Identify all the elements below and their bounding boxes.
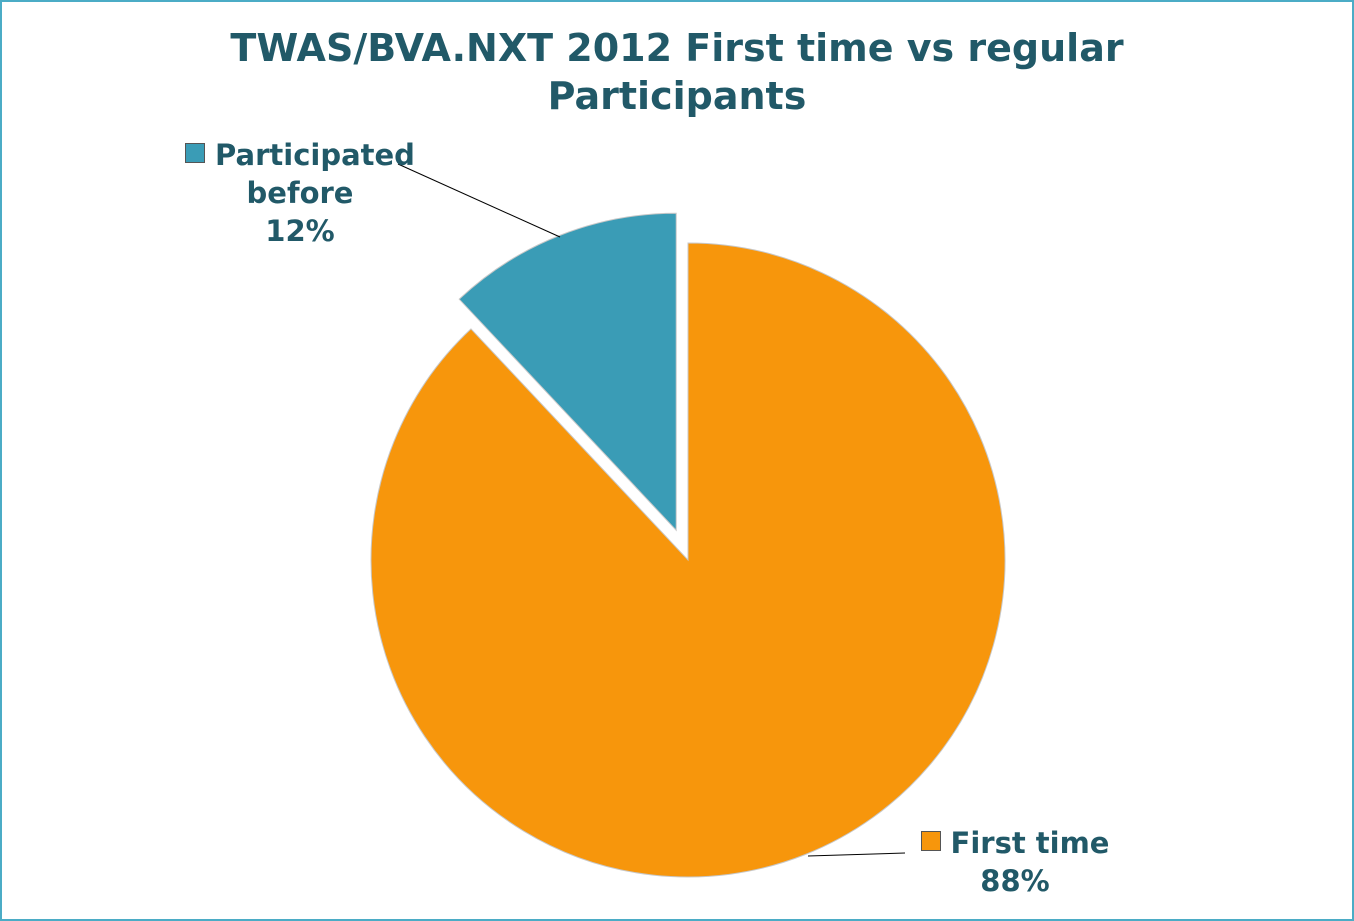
- data-label: First time 88%: [900, 824, 1130, 900]
- pie-slice: [458, 212, 677, 532]
- leader-line: [807, 852, 906, 857]
- value-label: 12%: [265, 214, 335, 248]
- category-label: First time: [950, 826, 1110, 860]
- legend-key: [185, 143, 206, 163]
- category-label: Participated before: [215, 138, 415, 210]
- leader-line: [397, 163, 561, 238]
- pie-slice: [370, 242, 1006, 878]
- data-label: Participated before 12%: [180, 136, 420, 250]
- chart-title: TWAS/BVA.NXT 2012 First time vs regular …: [230, 26, 1124, 118]
- legend-key: [920, 831, 941, 851]
- value-label: 88%: [980, 864, 1050, 898]
